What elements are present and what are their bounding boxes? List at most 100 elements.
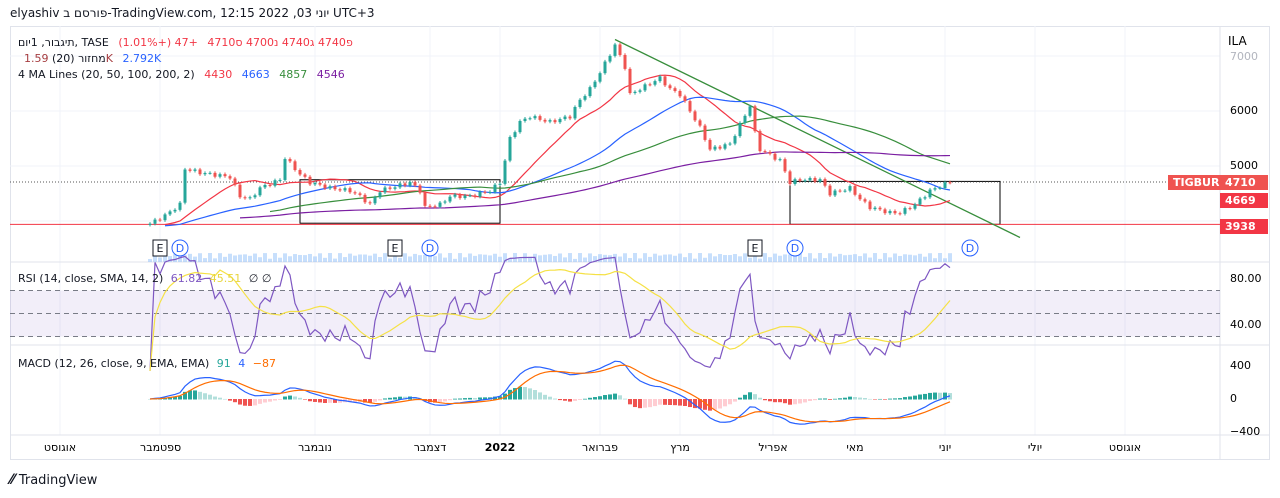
- candle-body: [413, 182, 417, 186]
- volume-bar: [203, 258, 207, 262]
- rsi-sma-value: 45.51: [209, 272, 242, 285]
- candle-body: [713, 146, 717, 150]
- macd-histogram-bar: [368, 399, 372, 403]
- volume-bar: [458, 253, 462, 262]
- candle-body: [778, 159, 782, 161]
- volume-bar: [563, 257, 567, 262]
- macd-histogram-bar: [613, 393, 617, 400]
- candle-body: [803, 180, 807, 182]
- volume-bar: [463, 257, 467, 262]
- macd-histogram-bar: [888, 398, 892, 400]
- candle-body: [883, 209, 887, 214]
- macd-histogram-bar: [448, 399, 452, 401]
- candle-body: [938, 187, 942, 189]
- macd-histogram-bar: [478, 397, 482, 400]
- candle-body: [943, 182, 947, 188]
- candle-body: [333, 186, 337, 190]
- candle-body: [438, 202, 442, 207]
- macd-histogram-bar: [288, 395, 292, 400]
- macd-histogram-bar: [698, 399, 702, 409]
- volume-bar: [168, 256, 172, 262]
- rsi-sma-line: [149, 269, 951, 372]
- volume-bar: [398, 257, 402, 262]
- candle-body: [693, 111, 697, 121]
- volume-bar: [588, 253, 592, 262]
- macd-histogram-bar: [713, 399, 717, 410]
- volume-bar: [738, 256, 742, 262]
- candle-body: [498, 183, 502, 185]
- macd-histogram-bar: [238, 399, 242, 405]
- candle-body: [663, 76, 667, 86]
- candle-body: [368, 202, 372, 204]
- volume-bar: [908, 254, 912, 262]
- macd-histogram-bar: [548, 396, 552, 400]
- macd-histogram-bar: [708, 399, 712, 411]
- tradingview-logo[interactable]: ⁄⁄ TradingView: [10, 472, 98, 488]
- candle-body: [378, 192, 382, 198]
- volume-bar: [338, 253, 342, 262]
- macd-histogram-bar: [353, 399, 357, 403]
- candle-body: [648, 84, 652, 86]
- candle-body: [823, 179, 827, 186]
- macd-histogram-bar: [693, 399, 697, 409]
- volume-bar: [698, 253, 702, 262]
- macd-histogram-bar: [208, 394, 212, 400]
- candle-body: [898, 213, 902, 215]
- volume-bar: [413, 253, 417, 262]
- macd-histogram-bar: [573, 399, 577, 401]
- macd-histogram-bar: [928, 392, 932, 400]
- candle-body: [188, 169, 192, 171]
- volume-bar: [748, 257, 752, 262]
- candle-body: [478, 191, 482, 197]
- macd-histogram-bar: [498, 396, 502, 400]
- macd-histogram-bar: [173, 396, 177, 400]
- volume-bar: [803, 256, 807, 262]
- candle-body: [243, 197, 247, 199]
- volume-bar: [683, 257, 687, 262]
- macd-histogram-bar: [383, 398, 387, 400]
- candle-body: [173, 209, 177, 212]
- macd-histogram-bar: [323, 399, 327, 403]
- chart-frame[interactable]: [10, 26, 1270, 460]
- candle-body: [618, 44, 622, 55]
- volume-bar: [513, 253, 517, 262]
- volume-bar: [278, 257, 282, 262]
- symbol-name[interactable]: תיגבור, 1יום, TASE: [18, 36, 109, 49]
- macd-histogram-bar: [668, 399, 672, 405]
- macd-histogram-bar: [913, 395, 917, 400]
- support-price-label: 3938: [1220, 219, 1268, 234]
- volume-bar: [183, 255, 187, 262]
- macd-histogram-bar: [643, 399, 647, 408]
- rsi-label[interactable]: RSI (14, close, SMA, 14, 2): [18, 272, 164, 285]
- candle-body: [813, 178, 817, 182]
- time-axis-label: אוגוסט: [1108, 441, 1142, 454]
- price-tick: 6000: [1230, 104, 1258, 117]
- candle-body: [658, 76, 662, 82]
- candle-body: [328, 186, 332, 189]
- candle-body: [543, 119, 547, 122]
- macd-histogram-bar: [898, 398, 902, 400]
- macd-histogram-bar: [753, 394, 757, 400]
- price-tick: 5000: [1230, 159, 1258, 172]
- macd-histogram-bar: [728, 399, 732, 405]
- volume-label[interactable]: מחזור (20): [52, 52, 106, 65]
- ma-label[interactable]: 4 MA Lines (20, 50, 100, 200, 2): [18, 68, 195, 81]
- volume-bar: [258, 257, 262, 262]
- candle-body: [893, 211, 897, 214]
- macd-histogram-bar: [188, 390, 192, 400]
- candle-body: [723, 144, 727, 149]
- earnings-marker: [152, 239, 168, 257]
- volume-bar: [218, 253, 222, 262]
- volume-bar: [163, 253, 167, 262]
- trendline: [614, 38, 1021, 239]
- publish-caption: elyashiv פורסם ב-TradingView.com, 12:15 …: [10, 6, 375, 20]
- macd-label[interactable]: MACD (12, 26, close, 9, EMA, EMA): [18, 357, 210, 370]
- volume-bar: [518, 258, 522, 262]
- macd-histogram-bar: [388, 397, 392, 400]
- earnings-marker-label: E: [392, 242, 399, 255]
- volume-bar: [213, 258, 217, 262]
- candle-body: [193, 169, 197, 171]
- candle-body: [228, 176, 232, 179]
- macd-histogram-bar: [523, 387, 527, 400]
